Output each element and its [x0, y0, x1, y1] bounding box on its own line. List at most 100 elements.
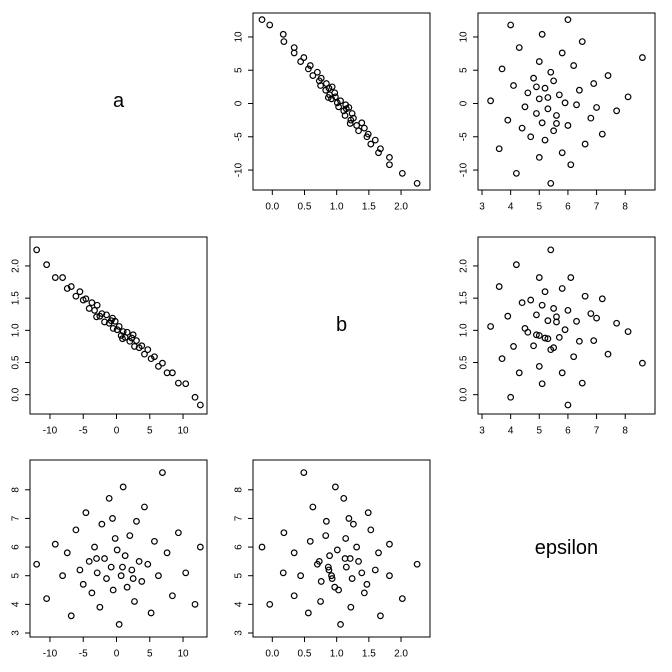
point — [63, 285, 71, 292]
x-tick-label: 6 — [565, 202, 571, 213]
point — [367, 526, 375, 534]
point — [598, 295, 606, 303]
x-tick-label: 7 — [594, 426, 600, 437]
y-tick-label: 3 — [11, 630, 22, 636]
y-tick-label: 5 — [234, 67, 245, 73]
point — [128, 566, 136, 574]
point — [43, 595, 51, 603]
point — [98, 310, 106, 317]
point — [51, 540, 59, 548]
point — [317, 82, 324, 89]
point — [613, 107, 621, 115]
point — [182, 569, 190, 577]
point — [331, 93, 339, 101]
x-tick-label: -10 — [43, 649, 58, 660]
x-tick-label: 1.0 — [330, 202, 344, 213]
point — [561, 326, 569, 334]
point — [322, 532, 330, 540]
point — [363, 580, 371, 588]
point — [174, 529, 182, 537]
point — [280, 38, 288, 46]
y-tick-label: 6 — [234, 544, 245, 550]
point — [109, 324, 117, 332]
point — [313, 68, 321, 76]
point — [103, 575, 110, 582]
point — [93, 313, 100, 321]
point — [590, 80, 598, 87]
point — [535, 362, 543, 370]
point — [309, 503, 317, 511]
point — [151, 353, 158, 361]
point — [587, 114, 595, 122]
point — [33, 246, 41, 254]
point — [624, 93, 632, 101]
point — [98, 520, 106, 528]
point — [538, 380, 546, 388]
panel-frame — [252, 459, 431, 638]
point — [101, 318, 108, 326]
point — [88, 589, 96, 597]
point — [51, 274, 59, 281]
point — [512, 261, 520, 269]
point — [547, 246, 555, 254]
point — [413, 179, 421, 187]
point — [144, 560, 152, 568]
y-tick-label: -10 — [459, 162, 470, 177]
point — [141, 503, 148, 511]
point — [141, 350, 148, 358]
point — [115, 323, 123, 330]
point — [527, 133, 535, 141]
x-tick-label: 0.5 — [298, 202, 312, 213]
point — [347, 603, 355, 611]
point — [96, 603, 104, 611]
point — [331, 483, 339, 491]
point — [386, 153, 393, 161]
point — [196, 401, 204, 409]
y-tick-label: 1.5 — [11, 291, 22, 305]
point — [119, 335, 126, 343]
point — [398, 595, 406, 603]
point — [535, 95, 543, 103]
point — [578, 379, 586, 387]
point — [59, 274, 67, 281]
point — [155, 362, 162, 370]
point — [126, 532, 134, 540]
x-tick-label: 3 — [479, 202, 485, 213]
point — [550, 127, 558, 135]
point — [555, 91, 563, 99]
x-tick-label: 3 — [479, 426, 485, 437]
point — [638, 359, 646, 367]
y-tick-label: 2.0 — [11, 259, 22, 273]
point — [573, 101, 580, 109]
point — [93, 569, 101, 577]
point — [119, 328, 127, 336]
point — [371, 136, 379, 144]
point — [564, 16, 572, 24]
point — [558, 149, 566, 157]
point — [350, 114, 357, 122]
x-tick-label: -5 — [79, 649, 88, 660]
point — [353, 543, 361, 551]
point — [109, 314, 116, 322]
point — [313, 560, 321, 568]
point — [109, 515, 116, 522]
point — [113, 546, 121, 554]
point — [510, 343, 517, 350]
point — [544, 317, 552, 325]
point — [138, 342, 146, 350]
x-tick-label: 1.5 — [362, 202, 376, 213]
point — [558, 369, 566, 377]
y-tick-label: 5 — [459, 67, 470, 73]
x-tick-label: 5 — [147, 649, 153, 660]
point — [555, 334, 563, 341]
x-tick-label: 0 — [114, 649, 120, 660]
point — [147, 355, 155, 363]
point — [93, 555, 100, 562]
point — [290, 44, 298, 52]
point — [168, 592, 176, 600]
panel-frame — [29, 236, 208, 415]
point — [495, 283, 503, 290]
point — [337, 620, 344, 628]
point — [541, 334, 549, 342]
